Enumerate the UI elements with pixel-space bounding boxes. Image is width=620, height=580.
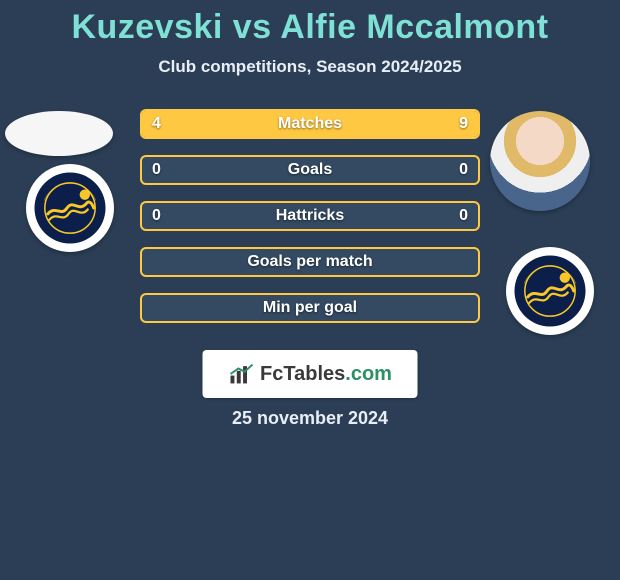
- watermark-text: FcTables.com: [260, 363, 392, 386]
- snapshot-date: 25 november 2024: [0, 408, 620, 429]
- stat-bar: 49Matches: [140, 109, 480, 139]
- watermark-suffix: .com: [345, 363, 392, 385]
- stat-bars: 49Matches00Goals00HattricksGoals per mat…: [140, 109, 480, 339]
- stat-value-right: 0: [459, 157, 468, 183]
- bar-fill-right: [246, 111, 478, 137]
- mariners-crest-icon: [513, 254, 587, 328]
- stat-bar: 0 0Goals: [140, 155, 480, 185]
- stat-value-left: 0: [152, 157, 161, 183]
- player-right-avatar: [490, 111, 590, 211]
- stat-label: Min per goal: [142, 295, 478, 321]
- stat-label: Goals: [142, 157, 478, 183]
- stat-value-right: 9: [459, 111, 468, 137]
- stat-value-left: 4: [152, 111, 161, 137]
- team-badge-left: [26, 164, 114, 252]
- stat-bar: 0 0Hattricks: [140, 201, 480, 231]
- page-subtitle: Club competitions, Season 2024/2025: [0, 57, 620, 77]
- mariners-crest-icon: [33, 171, 107, 245]
- player-left-avatar: [5, 111, 113, 156]
- stat-bar: Goals per match: [140, 247, 480, 277]
- stat-bar: Min per goal: [140, 293, 480, 323]
- stat-label: Hattricks: [142, 203, 478, 229]
- comparison-panel: 49Matches00Goals00HattricksGoals per mat…: [0, 99, 620, 359]
- bar-chart-icon: [228, 363, 254, 385]
- stat-value-right: 0: [459, 203, 468, 229]
- stat-value-left: 0: [152, 203, 161, 229]
- watermark-main: FcTables: [260, 363, 345, 385]
- stat-label: Goals per match: [142, 249, 478, 275]
- watermark-box: FcTables.com: [203, 350, 418, 398]
- page-title: Kuzevski vs Alfie Mccalmont: [0, 0, 620, 47]
- team-badge-right: [506, 247, 594, 335]
